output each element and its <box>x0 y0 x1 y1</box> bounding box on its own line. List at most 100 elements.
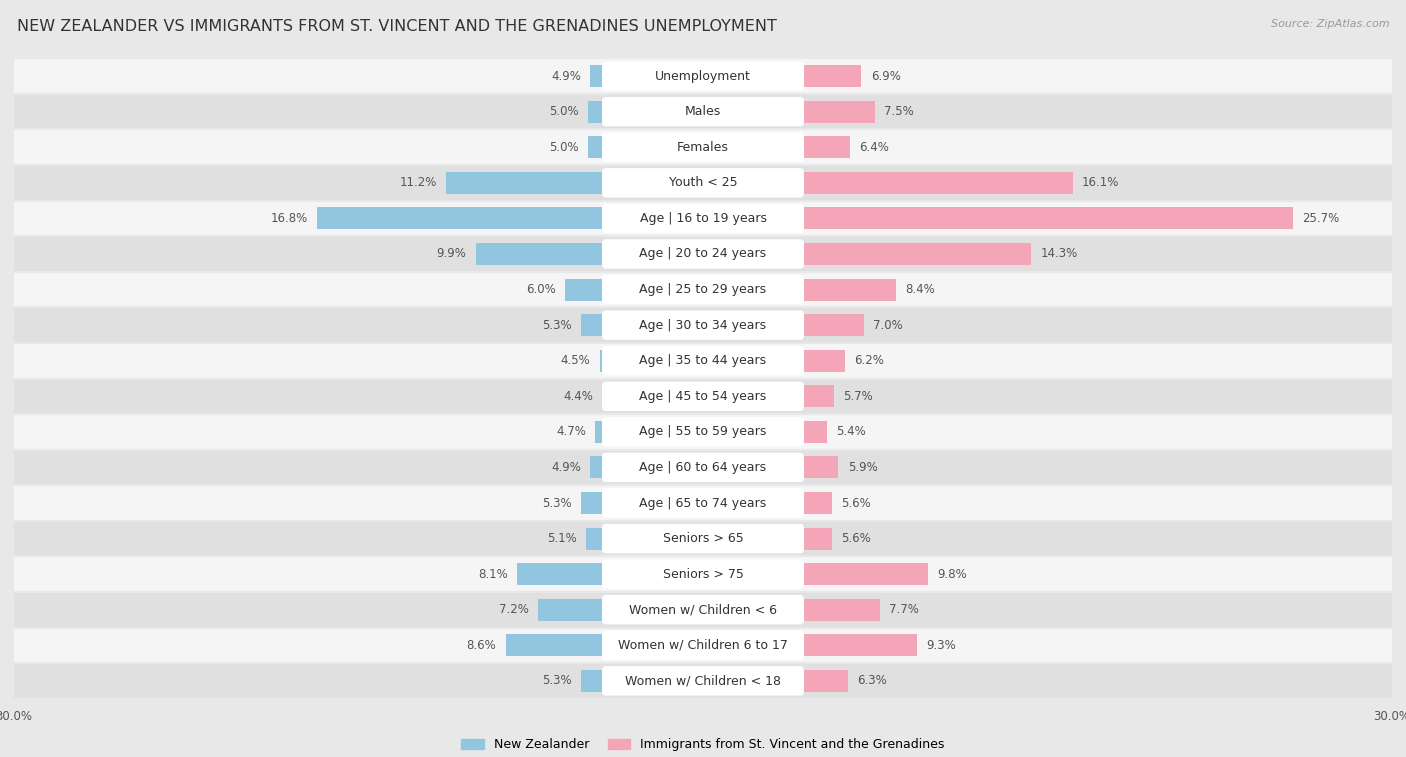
FancyBboxPatch shape <box>602 310 804 340</box>
Text: 5.0%: 5.0% <box>550 141 579 154</box>
Bar <box>602 385 703 407</box>
Text: 5.9%: 5.9% <box>848 461 877 474</box>
Bar <box>14 592 1392 628</box>
Text: Males: Males <box>685 105 721 118</box>
Bar <box>703 456 838 478</box>
Text: 8.4%: 8.4% <box>905 283 935 296</box>
Text: 5.1%: 5.1% <box>547 532 576 545</box>
Bar <box>703 314 863 336</box>
Text: Age | 55 to 59 years: Age | 55 to 59 years <box>640 425 766 438</box>
Text: 11.2%: 11.2% <box>399 176 437 189</box>
FancyBboxPatch shape <box>602 524 804 553</box>
Text: 6.2%: 6.2% <box>855 354 884 367</box>
Bar <box>537 599 703 621</box>
Text: 6.3%: 6.3% <box>856 674 887 687</box>
Text: Age | 60 to 64 years: Age | 60 to 64 years <box>640 461 766 474</box>
FancyBboxPatch shape <box>602 204 804 233</box>
Bar <box>703 279 896 301</box>
Bar <box>475 243 703 265</box>
Bar <box>703 136 851 158</box>
Bar <box>588 101 703 123</box>
FancyBboxPatch shape <box>602 488 804 518</box>
FancyBboxPatch shape <box>602 666 804 696</box>
Text: Age | 45 to 54 years: Age | 45 to 54 years <box>640 390 766 403</box>
FancyBboxPatch shape <box>602 239 804 269</box>
Bar <box>703 350 845 372</box>
Text: Age | 35 to 44 years: Age | 35 to 44 years <box>640 354 766 367</box>
FancyBboxPatch shape <box>602 132 804 162</box>
Bar <box>565 279 703 301</box>
FancyBboxPatch shape <box>602 417 804 447</box>
Bar <box>703 528 831 550</box>
Bar <box>14 129 1392 165</box>
FancyBboxPatch shape <box>602 168 804 198</box>
FancyBboxPatch shape <box>602 61 804 91</box>
Text: 4.7%: 4.7% <box>555 425 586 438</box>
Bar <box>14 378 1392 414</box>
FancyBboxPatch shape <box>602 453 804 482</box>
Bar <box>703 101 875 123</box>
Bar <box>703 634 917 656</box>
FancyBboxPatch shape <box>602 559 804 589</box>
Bar <box>703 385 834 407</box>
Text: Age | 16 to 19 years: Age | 16 to 19 years <box>640 212 766 225</box>
Bar <box>14 450 1392 485</box>
Text: 5.4%: 5.4% <box>837 425 866 438</box>
Legend: New Zealander, Immigrants from St. Vincent and the Grenadines: New Zealander, Immigrants from St. Vince… <box>457 734 949 756</box>
Text: Women w/ Children 6 to 17: Women w/ Children 6 to 17 <box>619 639 787 652</box>
Text: Females: Females <box>678 141 728 154</box>
Text: 5.7%: 5.7% <box>844 390 873 403</box>
Bar <box>14 663 1392 699</box>
Text: 4.5%: 4.5% <box>561 354 591 367</box>
FancyBboxPatch shape <box>602 631 804 660</box>
Bar <box>14 628 1392 663</box>
Bar <box>703 563 928 585</box>
Bar <box>595 421 703 443</box>
Bar <box>14 94 1392 129</box>
Text: 9.8%: 9.8% <box>938 568 967 581</box>
Text: Seniors > 75: Seniors > 75 <box>662 568 744 581</box>
Text: 6.4%: 6.4% <box>859 141 889 154</box>
Text: 5.3%: 5.3% <box>543 497 572 509</box>
Bar <box>591 65 703 87</box>
Text: 16.8%: 16.8% <box>271 212 308 225</box>
Bar <box>14 272 1392 307</box>
FancyBboxPatch shape <box>602 275 804 304</box>
Text: Source: ZipAtlas.com: Source: ZipAtlas.com <box>1271 19 1389 29</box>
Text: Seniors > 65: Seniors > 65 <box>662 532 744 545</box>
Bar <box>703 599 880 621</box>
Bar <box>14 556 1392 592</box>
Text: 25.7%: 25.7% <box>1302 212 1340 225</box>
Bar <box>14 165 1392 201</box>
Text: 5.6%: 5.6% <box>841 497 870 509</box>
Text: NEW ZEALANDER VS IMMIGRANTS FROM ST. VINCENT AND THE GRENADINES UNEMPLOYMENT: NEW ZEALANDER VS IMMIGRANTS FROM ST. VIN… <box>17 19 776 34</box>
Bar <box>703 670 848 692</box>
Text: Youth < 25: Youth < 25 <box>669 176 737 189</box>
Bar <box>591 456 703 478</box>
Bar <box>14 58 1392 94</box>
Text: Women w/ Children < 18: Women w/ Children < 18 <box>626 674 780 687</box>
Text: 8.1%: 8.1% <box>478 568 508 581</box>
Bar <box>318 207 703 229</box>
Text: 4.9%: 4.9% <box>551 70 581 83</box>
Bar <box>14 307 1392 343</box>
Text: 9.9%: 9.9% <box>437 248 467 260</box>
Bar <box>14 521 1392 556</box>
Bar <box>586 528 703 550</box>
FancyBboxPatch shape <box>602 346 804 375</box>
Bar <box>581 314 703 336</box>
Bar <box>446 172 703 194</box>
Text: 7.2%: 7.2% <box>499 603 529 616</box>
Bar <box>14 201 1392 236</box>
Bar <box>581 670 703 692</box>
Text: 16.1%: 16.1% <box>1083 176 1119 189</box>
Text: 4.4%: 4.4% <box>562 390 593 403</box>
Bar <box>703 492 831 514</box>
Text: Unemployment: Unemployment <box>655 70 751 83</box>
Bar <box>703 172 1073 194</box>
Text: Age | 25 to 29 years: Age | 25 to 29 years <box>640 283 766 296</box>
Text: 4.9%: 4.9% <box>551 461 581 474</box>
Text: Women w/ Children < 6: Women w/ Children < 6 <box>628 603 778 616</box>
Text: 5.3%: 5.3% <box>543 674 572 687</box>
Text: 6.9%: 6.9% <box>870 70 900 83</box>
